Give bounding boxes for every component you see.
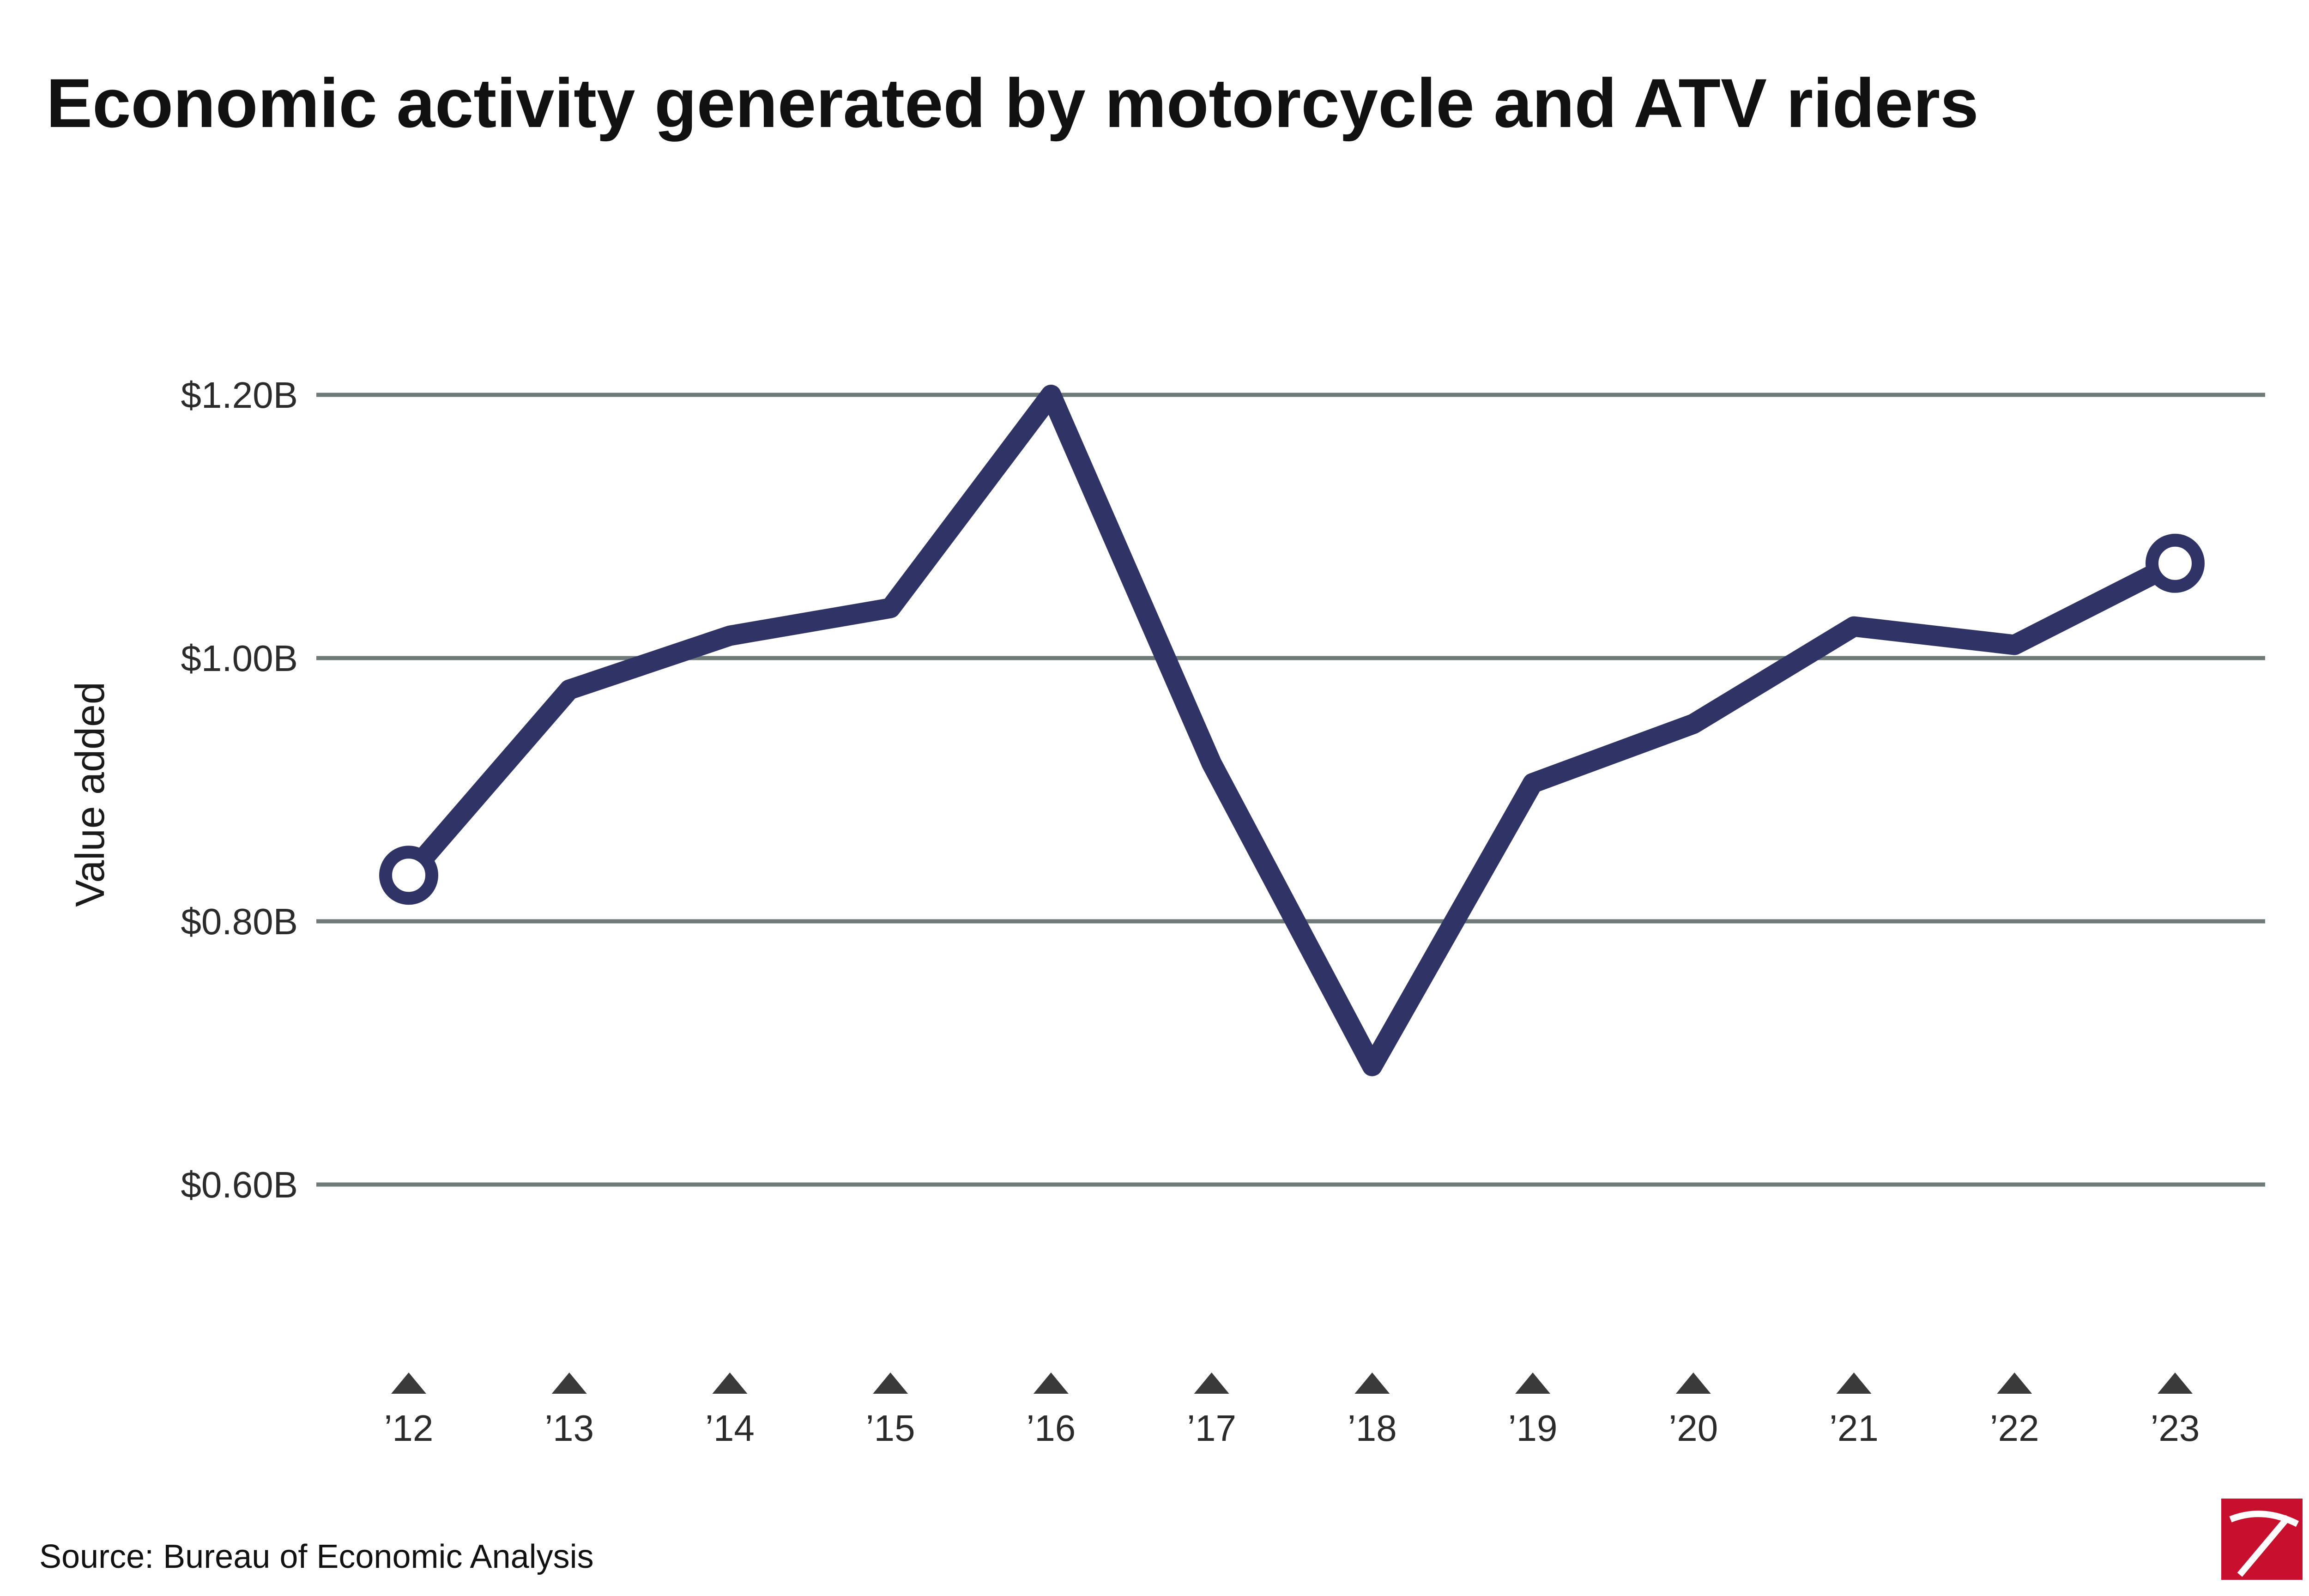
x-tick-label: ’18: [1348, 1408, 1397, 1449]
x-tick-label: ’13: [544, 1408, 594, 1449]
x-axis-ticks: ’12 ’13 ’14 ’15 ’16 ’17 ’18 ’19 ’20 ’21 ’22 ’23: [384, 1372, 2200, 1449]
chart-title: Economic activity generated by motorcycl…: [46, 64, 1979, 142]
data-point: [1692, 723, 1694, 725]
x-tick-marker: [1515, 1372, 1551, 1394]
data-point: [729, 635, 731, 636]
x-tick-label: ’17: [1187, 1408, 1236, 1449]
series-value-added: [379, 385, 2205, 1076]
x-tick-marker: [1354, 1372, 1390, 1394]
x-tick-marker: [2158, 1372, 2193, 1394]
series-line: [399, 385, 2185, 1076]
x-tick-marker: [1675, 1372, 1711, 1394]
endpoint-marker: [2146, 533, 2205, 593]
data-point: [568, 689, 570, 690]
x-tick-label: ’16: [1027, 1408, 1076, 1449]
y-tick-label: $1.00B: [181, 638, 298, 679]
x-tick-label: ’22: [1990, 1408, 2039, 1449]
x-tick-marker: [1836, 1372, 1872, 1394]
x-tick-label: ’19: [1508, 1408, 1558, 1449]
x-tick-label: ’15: [866, 1408, 915, 1449]
x-tick-marker: [1033, 1372, 1069, 1394]
y-tick-label: $1.20B: [181, 375, 298, 416]
data-point: [1211, 763, 1212, 764]
data-point: [890, 607, 891, 609]
y-axis-tick-labels: $0.60B $0.80B $1.00B $1.20B: [181, 375, 298, 1205]
y-tick-label: $0.80B: [181, 901, 298, 942]
x-tick-marker: [1194, 1372, 1229, 1394]
data-point: [2014, 644, 2015, 646]
gridlines: [316, 393, 2265, 1187]
x-tick-marker: [712, 1372, 748, 1394]
x-tick-marker: [551, 1372, 587, 1394]
x-tick-label: ’20: [1668, 1408, 1718, 1449]
x-tick-marker: [873, 1372, 908, 1394]
x-tick-label: ’12: [384, 1408, 434, 1449]
y-tick-label: $0.60B: [181, 1164, 298, 1205]
x-tick-label: ’14: [705, 1408, 755, 1449]
data-point: [1050, 394, 1052, 395]
x-tick-label: ’21: [1829, 1408, 1879, 1449]
pickaxe-logo-icon: [2221, 1499, 2303, 1580]
data-point: [1853, 626, 1855, 627]
x-tick-label: ’23: [2151, 1408, 2200, 1449]
x-tick-marker: [391, 1372, 426, 1394]
y-axis-label: Value added: [67, 682, 113, 907]
data-point: [1532, 782, 1534, 784]
endpoint-marker: [379, 846, 438, 905]
x-tick-marker: [1997, 1372, 2032, 1394]
source-note: Source: Bureau of Economic Analysis: [39, 1538, 594, 1575]
